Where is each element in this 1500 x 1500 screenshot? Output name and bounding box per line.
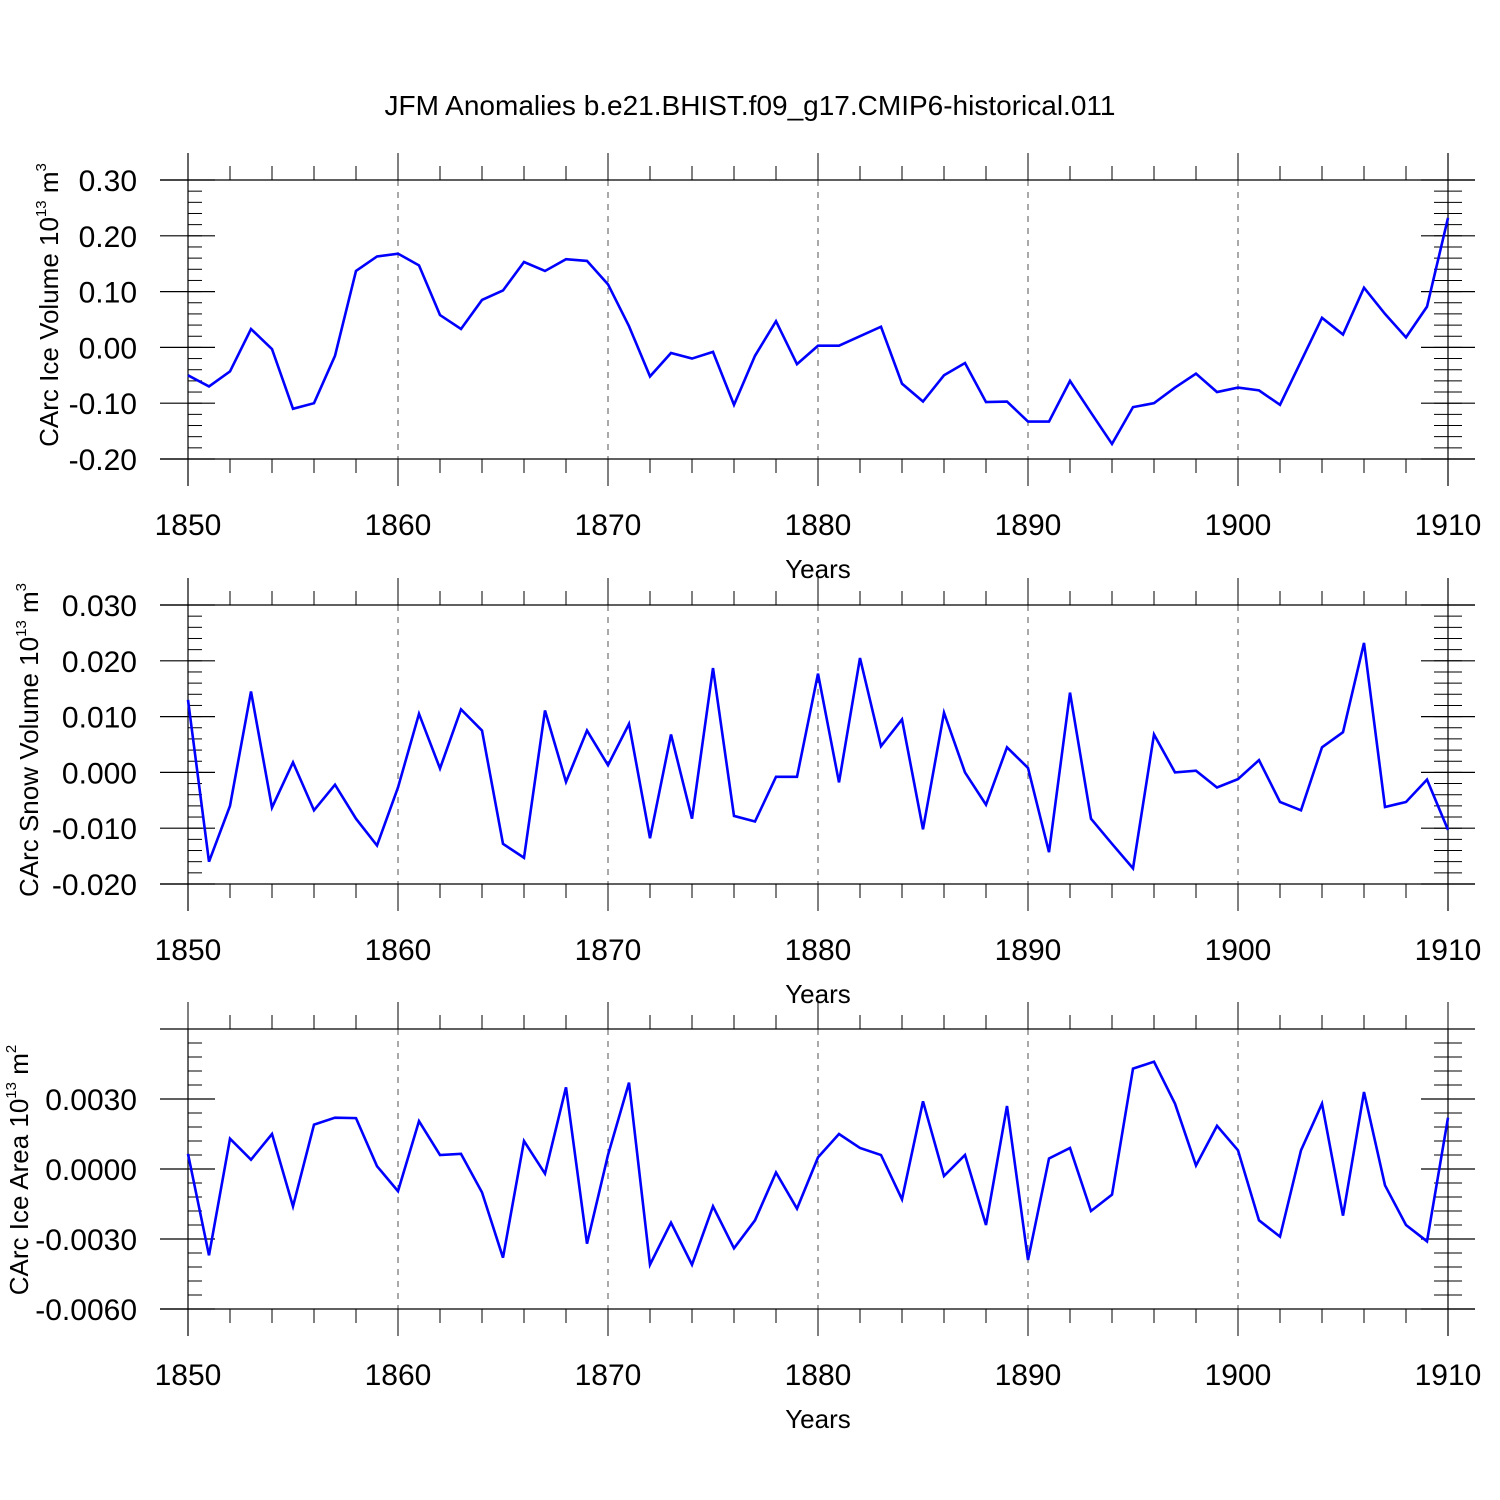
x-tick-label: 1900 — [1205, 934, 1272, 967]
x-tick-label: 1860 — [365, 509, 432, 542]
y-tick-label: 0.030 — [62, 590, 137, 623]
y-tick-label: -0.020 — [52, 869, 137, 902]
y-tick-label: 0.0000 — [45, 1154, 137, 1187]
x-tick-label: 1910 — [1415, 1359, 1482, 1392]
x-tick-label: 1890 — [995, 1359, 1062, 1392]
y-tick-label: 0.020 — [62, 646, 137, 679]
panel-2: 1850 1860 1870 1880 1890 1900 1910Years-0.020-… — [13, 578, 1481, 1009]
x-tick-label: 1870 — [575, 934, 642, 967]
y-tick-label: 0.000 — [62, 757, 137, 790]
y-axis-label: CArc Ice Area 1013 m2 — [3, 1045, 34, 1295]
x-tick-label: 1910 — [1415, 934, 1482, 967]
y-tick-label: -0.0030 — [35, 1224, 137, 1257]
y-tick-label: -0.10 — [69, 388, 137, 421]
x-tick-label: 1860 — [365, 934, 432, 967]
panel-3: 1850 1860 1870 1880 1890 1900 1910 Years -0.0060… — [3, 1002, 1481, 1434]
x-axis-label: Years — [785, 1404, 851, 1434]
x-tick-label: 1890 — [995, 934, 1062, 967]
x-tick-label: 1850 — [155, 1359, 222, 1392]
series-line — [186, 1060, 1450, 1270]
series-line — [187, 217, 1450, 447]
y-tick-label: -0.0060 — [35, 1294, 137, 1327]
x-tick-label: 1850 — [155, 934, 222, 967]
y-axis-label-group: CArc Ice Volume 1013 m3 — [33, 163, 64, 447]
y-tick-label: 0.30 — [79, 165, 137, 198]
y-tick-label: -0.20 — [69, 444, 137, 477]
x-tick-label: 1870 — [575, 509, 642, 542]
x-tick-label: 1900 — [1205, 1359, 1272, 1392]
y-axis-label-group: CArc Snow Volume 1013 m3 — [13, 583, 44, 897]
y-tick-label: -0.010 — [52, 813, 137, 846]
y-tick-label: 0.20 — [79, 221, 137, 254]
x-tick-label: 1880 — [785, 1359, 852, 1392]
y-tick-label: 0.10 — [79, 277, 137, 310]
x-tick-label: 1880 — [785, 509, 852, 542]
x-tick-label: 1870 — [575, 1359, 642, 1392]
x-tick-label: 1910 — [1415, 509, 1482, 542]
figure-title: JFM Anomalies b.e21.BHIST.f09_g17.CMIP6-… — [385, 90, 1116, 121]
y-tick-label: 0.010 — [62, 702, 137, 735]
y-tick-label: 0.00 — [79, 332, 137, 365]
x-tick-label: 1900 — [1205, 509, 1272, 542]
x-tick-label: 1890 — [995, 509, 1062, 542]
x-tick-label: 1880 — [785, 934, 852, 967]
y-axis-label: CArc Snow Volume 1013 m3 — [13, 583, 44, 897]
y-axis-label: CArc Ice Volume 1013 m3 — [33, 163, 64, 447]
x-tick-label: 1860 — [365, 1359, 432, 1392]
y-axis-label-group: CArc Ice Area 1013 m2 — [3, 1045, 34, 1295]
x-tick-label: 1850 — [155, 509, 222, 542]
series-line — [186, 642, 1450, 872]
y-tick-label: 0.0030 — [45, 1084, 137, 1117]
panel-1: 1850 1860 1870 1880 1890 1900 1910Years-0.20-0… — [33, 153, 1481, 584]
